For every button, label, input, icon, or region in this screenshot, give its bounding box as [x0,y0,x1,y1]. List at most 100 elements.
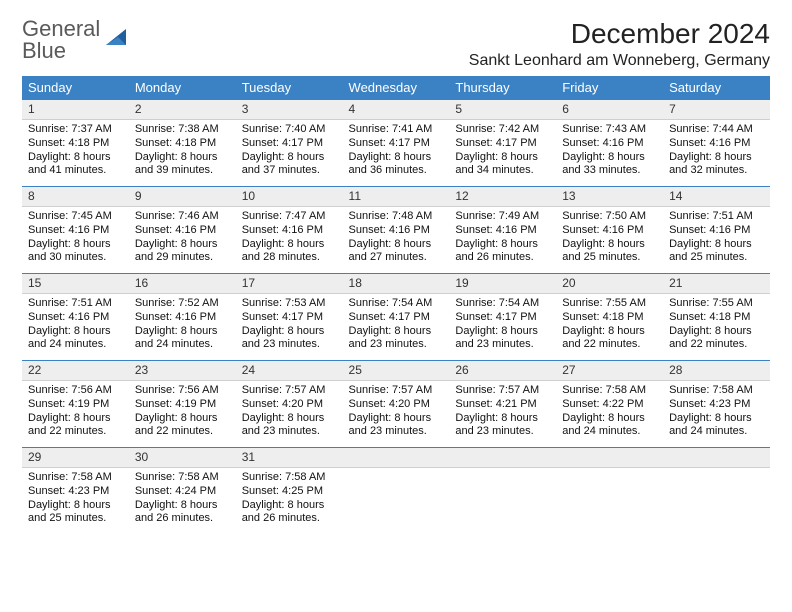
sunset-text: Sunset: 4:17 PM [349,137,444,151]
day-number-cell: 6 [556,100,663,120]
day-number-cell: 7 [663,100,770,120]
daylight-text: Daylight: 8 hours and 41 minutes. [28,151,123,179]
day-number-cell: 5 [449,100,556,120]
sunset-text: Sunset: 4:18 PM [669,311,764,325]
sunrise-text: Sunrise: 7:58 AM [669,384,764,398]
sunrise-text: Sunrise: 7:58 AM [135,471,230,485]
day-detail-cell: Sunrise: 7:55 AMSunset: 4:18 PMDaylight:… [556,294,663,361]
sunset-text: Sunset: 4:19 PM [28,398,123,412]
title-block: December 2024 Sankt Leonhard am Wonneber… [469,18,770,70]
day-number-cell: 26 [449,361,556,381]
logo-text-block: General Blue [22,18,100,62]
day-detail-cell: Sunrise: 7:47 AMSunset: 4:16 PMDaylight:… [236,207,343,274]
day-detail-cell: Sunrise: 7:44 AMSunset: 4:16 PMDaylight:… [663,120,770,187]
daylight-text: Daylight: 8 hours and 33 minutes. [562,151,657,179]
day-number-cell: 29 [22,448,129,468]
sunrise-text: Sunrise: 7:58 AM [242,471,337,485]
sunrise-text: Sunrise: 7:37 AM [28,123,123,137]
sunset-text: Sunset: 4:17 PM [242,311,337,325]
sunset-text: Sunset: 4:20 PM [349,398,444,412]
daylight-text: Daylight: 8 hours and 32 minutes. [669,151,764,179]
day-detail-cell: Sunrise: 7:58 AMSunset: 4:22 PMDaylight:… [556,381,663,448]
daylight-text: Daylight: 8 hours and 37 minutes. [242,151,337,179]
sunrise-text: Sunrise: 7:42 AM [455,123,550,137]
sunrise-text: Sunrise: 7:53 AM [242,297,337,311]
day-number-row: 22232425262728 [22,361,770,381]
sunset-text: Sunset: 4:16 PM [135,311,230,325]
logo-line2: Blue [22,40,100,62]
day-number-cell: 3 [236,100,343,120]
sunset-text: Sunset: 4:16 PM [669,137,764,151]
day-detail-cell: Sunrise: 7:58 AMSunset: 4:23 PMDaylight:… [22,468,129,535]
daylight-text: Daylight: 8 hours and 24 minutes. [669,412,764,440]
sunrise-text: Sunrise: 7:44 AM [669,123,764,137]
daylight-text: Daylight: 8 hours and 25 minutes. [562,238,657,266]
weekday-header: Wednesday [343,76,450,100]
weekday-header: Thursday [449,76,556,100]
daylight-text: Daylight: 8 hours and 22 minutes. [28,412,123,440]
weekday-header-row: Sunday Monday Tuesday Wednesday Thursday… [22,76,770,100]
sunset-text: Sunset: 4:18 PM [135,137,230,151]
day-number-cell: 21 [663,274,770,294]
weekday-header: Monday [129,76,236,100]
sunrise-text: Sunrise: 7:45 AM [28,210,123,224]
daylight-text: Daylight: 8 hours and 23 minutes. [455,412,550,440]
daylight-text: Daylight: 8 hours and 26 minutes. [135,499,230,527]
daylight-text: Daylight: 8 hours and 26 minutes. [455,238,550,266]
day-detail-row: Sunrise: 7:56 AMSunset: 4:19 PMDaylight:… [22,381,770,448]
day-detail-cell: Sunrise: 7:45 AMSunset: 4:16 PMDaylight:… [22,207,129,274]
sunset-text: Sunset: 4:16 PM [455,224,550,238]
daylight-text: Daylight: 8 hours and 25 minutes. [669,238,764,266]
sunrise-text: Sunrise: 7:46 AM [135,210,230,224]
sunset-text: Sunset: 4:20 PM [242,398,337,412]
day-number-cell: 1 [22,100,129,120]
sunset-text: Sunset: 4:17 PM [349,311,444,325]
daylight-text: Daylight: 8 hours and 23 minutes. [455,325,550,353]
daylight-text: Daylight: 8 hours and 24 minutes. [135,325,230,353]
sunrise-text: Sunrise: 7:40 AM [242,123,337,137]
day-detail-cell: Sunrise: 7:56 AMSunset: 4:19 PMDaylight:… [129,381,236,448]
sunrise-text: Sunrise: 7:57 AM [349,384,444,398]
sunset-text: Sunset: 4:23 PM [669,398,764,412]
day-detail-row: Sunrise: 7:37 AMSunset: 4:18 PMDaylight:… [22,120,770,187]
day-number-cell: 19 [449,274,556,294]
day-detail-cell: Sunrise: 7:48 AMSunset: 4:16 PMDaylight:… [343,207,450,274]
day-detail-cell [663,468,770,535]
day-detail-cell: Sunrise: 7:42 AMSunset: 4:17 PMDaylight:… [449,120,556,187]
day-number-cell: 28 [663,361,770,381]
day-number-cell: 12 [449,187,556,207]
sunset-text: Sunset: 4:18 PM [28,137,123,151]
sunrise-text: Sunrise: 7:57 AM [242,384,337,398]
sunrise-text: Sunrise: 7:50 AM [562,210,657,224]
daylight-text: Daylight: 8 hours and 29 minutes. [135,238,230,266]
day-number-cell: 30 [129,448,236,468]
day-number-cell: 25 [343,361,450,381]
day-detail-cell: Sunrise: 7:54 AMSunset: 4:17 PMDaylight:… [449,294,556,361]
day-detail-cell: Sunrise: 7:40 AMSunset: 4:17 PMDaylight:… [236,120,343,187]
sunrise-text: Sunrise: 7:43 AM [562,123,657,137]
day-detail-cell: Sunrise: 7:57 AMSunset: 4:20 PMDaylight:… [236,381,343,448]
sunrise-text: Sunrise: 7:58 AM [28,471,123,485]
sunset-text: Sunset: 4:22 PM [562,398,657,412]
sunset-text: Sunset: 4:16 PM [135,224,230,238]
sunrise-text: Sunrise: 7:54 AM [349,297,444,311]
sunset-text: Sunset: 4:21 PM [455,398,550,412]
day-number-cell: 2 [129,100,236,120]
day-detail-cell: Sunrise: 7:49 AMSunset: 4:16 PMDaylight:… [449,207,556,274]
sunrise-text: Sunrise: 7:51 AM [28,297,123,311]
sunset-text: Sunset: 4:16 PM [669,224,764,238]
sunrise-text: Sunrise: 7:54 AM [455,297,550,311]
day-detail-cell [449,468,556,535]
sunrise-text: Sunrise: 7:49 AM [455,210,550,224]
daylight-text: Daylight: 8 hours and 24 minutes. [562,412,657,440]
day-detail-cell: Sunrise: 7:51 AMSunset: 4:16 PMDaylight:… [22,294,129,361]
sunset-text: Sunset: 4:23 PM [28,485,123,499]
day-number-cell: 23 [129,361,236,381]
day-detail-cell: Sunrise: 7:54 AMSunset: 4:17 PMDaylight:… [343,294,450,361]
day-number-row: 293031 [22,448,770,468]
day-detail-cell: Sunrise: 7:58 AMSunset: 4:24 PMDaylight:… [129,468,236,535]
daylight-text: Daylight: 8 hours and 30 minutes. [28,238,123,266]
day-number-cell: 10 [236,187,343,207]
day-detail-cell [343,468,450,535]
daylight-text: Daylight: 8 hours and 27 minutes. [349,238,444,266]
